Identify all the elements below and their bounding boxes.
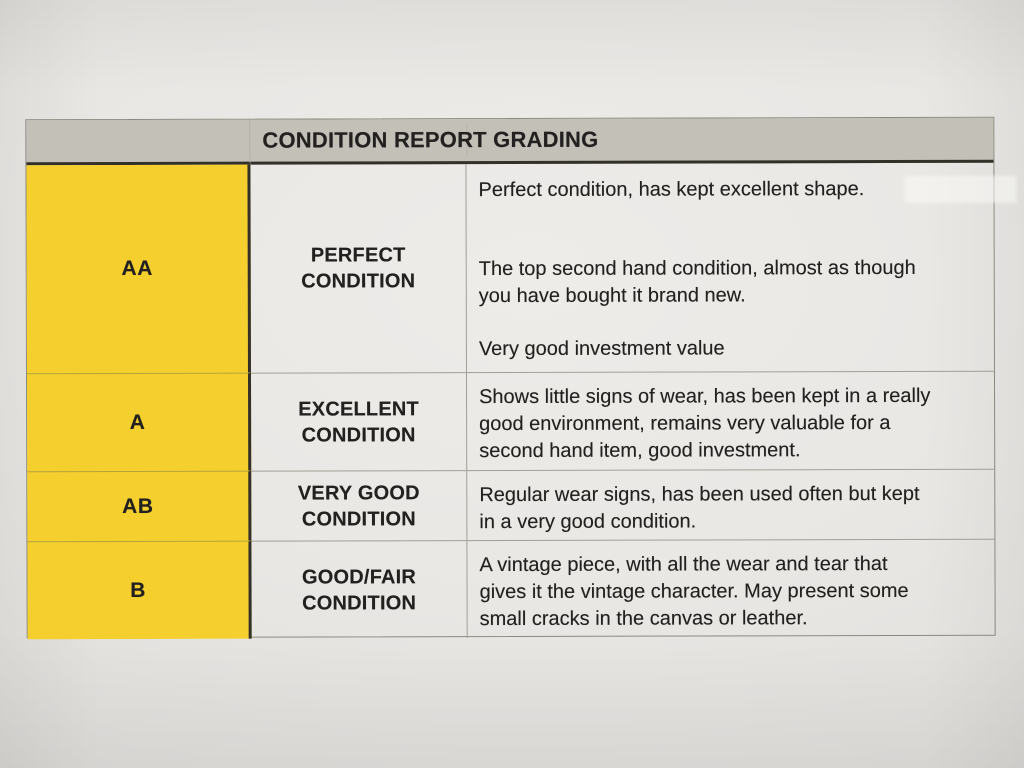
description-paragraph: Shows little signs of wear, has been kep… [479,384,931,463]
description-paragraph: Very good investment value [478,337,725,361]
description-paragraph: Perfect condition, has kept excellent sh… [478,178,865,202]
condition-cell-a: EXCELLENT CONDITION [250,372,468,471]
description-cell-a: Shows little signs of wear, has been kep… [466,370,995,471]
condition-label: GOOD/FAIR CONDITION [301,565,417,615]
description-cell-ab: Regular wear signs, has been used often … [467,468,995,541]
table-title: CONDITION REPORT GRADING [262,126,599,153]
condition-label: VERY GOOD CONDITION [297,481,420,531]
condition-cell-b: GOOD/FAIR CONDITION [251,540,468,639]
description-paragraph: The top second hand condition, almost as… [478,256,916,308]
description-paragraph: Regular wear signs, has been used often … [479,482,920,534]
condition-label: PERFECT CONDITION [301,244,416,293]
grade-cell-aa: AA [26,164,251,374]
header-grade-column-cell [26,119,251,166]
description-cell-b: A vintage piece, with all the wear and t… [467,538,995,639]
grade-cell-a: A [26,372,252,472]
grade-cell-b: B [27,540,252,640]
condition-cell-aa: PERFECT CONDITION [250,164,467,373]
condition-report-grading-table: CONDITION REPORT GRADING AA PERFECT COND… [25,116,1017,640]
description-paragraph: A vintage piece, with all the wear and t… [479,553,909,631]
condition-cell-ab: VERY GOOD CONDITION [251,470,468,541]
description-cell-aa: Perfect condition, has kept excellent sh… [466,163,994,372]
grade-cell-ab: AB [27,470,252,542]
table-title-header: CONDITION REPORT GRADING [250,117,994,165]
condition-label: EXCELLENT CONDITION [298,397,419,447]
